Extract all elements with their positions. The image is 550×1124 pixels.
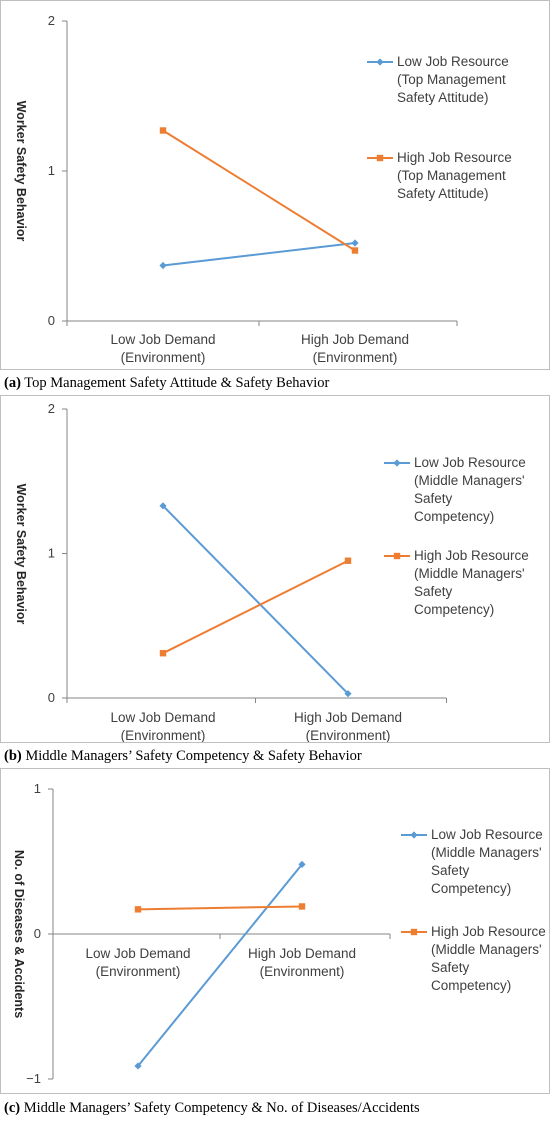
x-category-label: High Job Demand (Environment) — [294, 710, 402, 742]
y-tick-label: 0 — [48, 690, 55, 705]
series-line — [162, 559, 349, 655]
chart-panel-a: 0 1 2 Low Job Demand (Environment) High Job D… — [0, 0, 550, 370]
chart-b-svg: 0 1 2 Low Job Demand (Environment) High Job D… — [14, 401, 529, 742]
y-tick-label: 2 — [48, 401, 55, 416]
legend-marker — [376, 154, 384, 162]
caption-b-text: Middle Managers’ Safety Competency & Saf… — [25, 748, 362, 764]
chart-panel-c: −1 0 1 Low Job Demand (Environment) High Job … — [0, 768, 550, 1094]
caption-b: (b) Middle Managers’ Safety Competency &… — [4, 748, 362, 765]
data-point — [159, 261, 167, 270]
legend-marker — [376, 58, 384, 66]
caption-a: (a) Top Management Safety Attitude & Saf… — [4, 375, 329, 392]
data-point — [159, 502, 167, 510]
y-axis-title: Worker Safety Behavior — [14, 484, 28, 625]
legend-marker — [393, 459, 401, 467]
data-point — [134, 906, 142, 913]
x-category-label: High Job Demand (Environment) — [248, 946, 356, 979]
y-tick-label: 1 — [34, 781, 41, 796]
data-point — [344, 557, 352, 564]
caption-b-label: (b) — [4, 748, 22, 764]
data-point — [159, 127, 167, 134]
series-line — [137, 863, 303, 1067]
series-line — [137, 905, 303, 911]
data-point — [344, 690, 352, 698]
chart-a-svg: 0 1 2 Low Job Demand (Environment) High Job D… — [14, 13, 512, 365]
y-tick-label: 2 — [48, 13, 55, 28]
y-tick-label: 1 — [48, 546, 55, 561]
data-point — [134, 1062, 142, 1070]
legend-marker — [393, 552, 401, 560]
series-line — [162, 505, 349, 695]
y-tick-label: 0 — [48, 313, 55, 328]
data-point — [159, 650, 167, 657]
legend-label: Low Job Resource (Middle Managers' Safety C… — [431, 827, 543, 896]
chart-panel-b: 0 1 2 Low Job Demand (Environment) High Job D… — [0, 395, 550, 743]
series-line — [162, 129, 356, 252]
x-category-label: High Job Demand (Environment) — [301, 332, 409, 365]
data-point — [351, 239, 359, 247]
caption-c-text: Middle Managers’ Safety Competency & No.… — [23, 1100, 420, 1116]
y-tick-label: 0 — [34, 926, 41, 941]
x-category-label: Low Job Demand (Environment) — [110, 710, 215, 742]
legend-marker — [410, 928, 418, 936]
legend-label: High Job Resource (Middle Managers' Safety… — [431, 924, 546, 993]
legend-label: Low Job Resource (Top Management Safety At… — [397, 54, 509, 105]
y-axis-title: Worker Safety Behavior — [14, 101, 28, 242]
series-line — [162, 242, 356, 267]
y-tick-label: 1 — [48, 163, 55, 178]
chart-c-svg: −1 0 1 Low Job Demand (Environment) High Job … — [12, 781, 546, 1086]
data-point — [298, 903, 306, 910]
x-category-label: Low Job Demand (Environment) — [85, 946, 190, 979]
legend-marker — [410, 831, 418, 839]
legend-label: Low Job Resource (Middle Managers' Safety C… — [414, 455, 526, 524]
y-axis-title: No. of Diseases & Accidents — [12, 850, 26, 1018]
legend-label: High Job Resource (Middle Managers' Safety… — [414, 548, 529, 617]
x-category-label: Low Job Demand (Environment) — [110, 332, 215, 365]
legend-label: High Job Resource (Top Management Safety A… — [397, 150, 512, 201]
data-point — [351, 247, 359, 254]
caption-c-label: (c) — [4, 1100, 21, 1116]
caption-a-text: Top Management Safety Attitude & Safety … — [24, 375, 330, 391]
caption-a-label: (a) — [4, 375, 21, 391]
y-tick-label: −1 — [26, 1071, 41, 1086]
caption-c: (c) Middle Managers’ Safety Competency &… — [4, 1100, 420, 1117]
